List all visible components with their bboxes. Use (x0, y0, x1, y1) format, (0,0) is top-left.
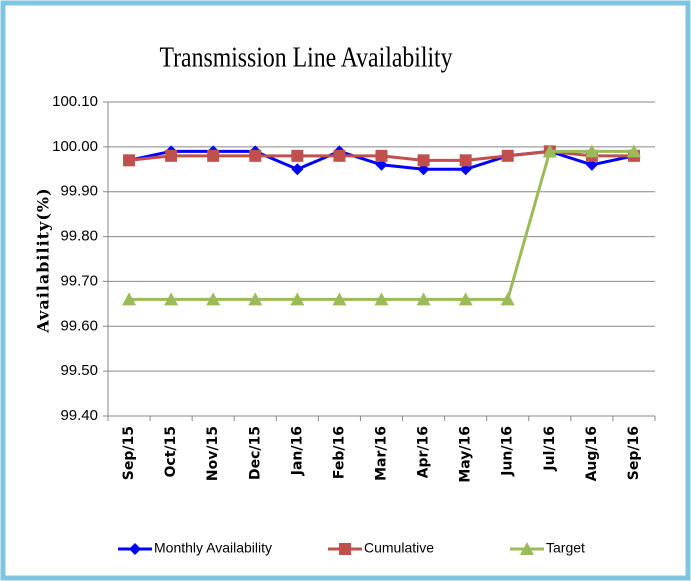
x-tick-label: Jan/16 (289, 426, 305, 476)
x-tick-label: Sep/15 (121, 426, 137, 480)
marker (206, 292, 221, 306)
y-tick-label: 99.70 (60, 272, 98, 289)
legend-label: Target (546, 540, 585, 556)
marker (416, 292, 431, 306)
x-tick-label: Feb/16 (331, 426, 347, 479)
y-tick-label: 100.10 (52, 93, 98, 110)
x-tick-label: Jun/16 (500, 426, 516, 477)
x-tick-label: Oct/15 (163, 426, 179, 478)
marker (500, 292, 515, 306)
x-tick-label: Jul/16 (542, 426, 558, 472)
y-axis-label: Availability(%) (34, 187, 53, 333)
x-tick-label: Apr/16 (416, 426, 432, 478)
x-tick-label: Aug/16 (584, 426, 600, 481)
marker (375, 149, 388, 162)
marker (165, 149, 178, 162)
x-tick-label: Sep/16 (626, 426, 642, 480)
marker (291, 163, 304, 176)
marker (248, 292, 263, 306)
marker (164, 292, 179, 306)
x-tick-label: May/16 (458, 426, 474, 483)
marker (626, 144, 641, 158)
marker (332, 292, 347, 306)
marker (207, 149, 220, 162)
x-tick-label: Dec/15 (247, 426, 263, 480)
marker (249, 149, 262, 162)
marker (374, 292, 389, 306)
legend-label: Monthly Availability (154, 540, 272, 556)
marker (291, 149, 304, 162)
marker (129, 543, 141, 555)
marker (123, 154, 136, 167)
marker (501, 149, 514, 162)
y-tick-label: 100.00 (52, 138, 98, 155)
legend-label: Cumulative (364, 540, 434, 556)
y-tick-label: 99.90 (60, 183, 98, 200)
marker (458, 292, 473, 306)
y-tick-label: 99.80 (60, 228, 98, 245)
marker (333, 149, 346, 162)
marker (520, 542, 534, 555)
marker (542, 144, 557, 158)
x-tick-label: Nov/15 (205, 426, 221, 481)
y-tick-label: 99.60 (60, 317, 98, 334)
marker (417, 154, 430, 167)
y-tick-label: 99.50 (60, 362, 98, 379)
marker (459, 154, 472, 167)
marker (290, 292, 305, 306)
y-tick-label: 99.40 (60, 407, 98, 424)
marker (584, 144, 599, 158)
x-tick-label: Mar/16 (374, 426, 390, 481)
marker (122, 292, 137, 306)
chart-title: Transmission Line Availability (159, 40, 453, 73)
marker (339, 543, 351, 555)
